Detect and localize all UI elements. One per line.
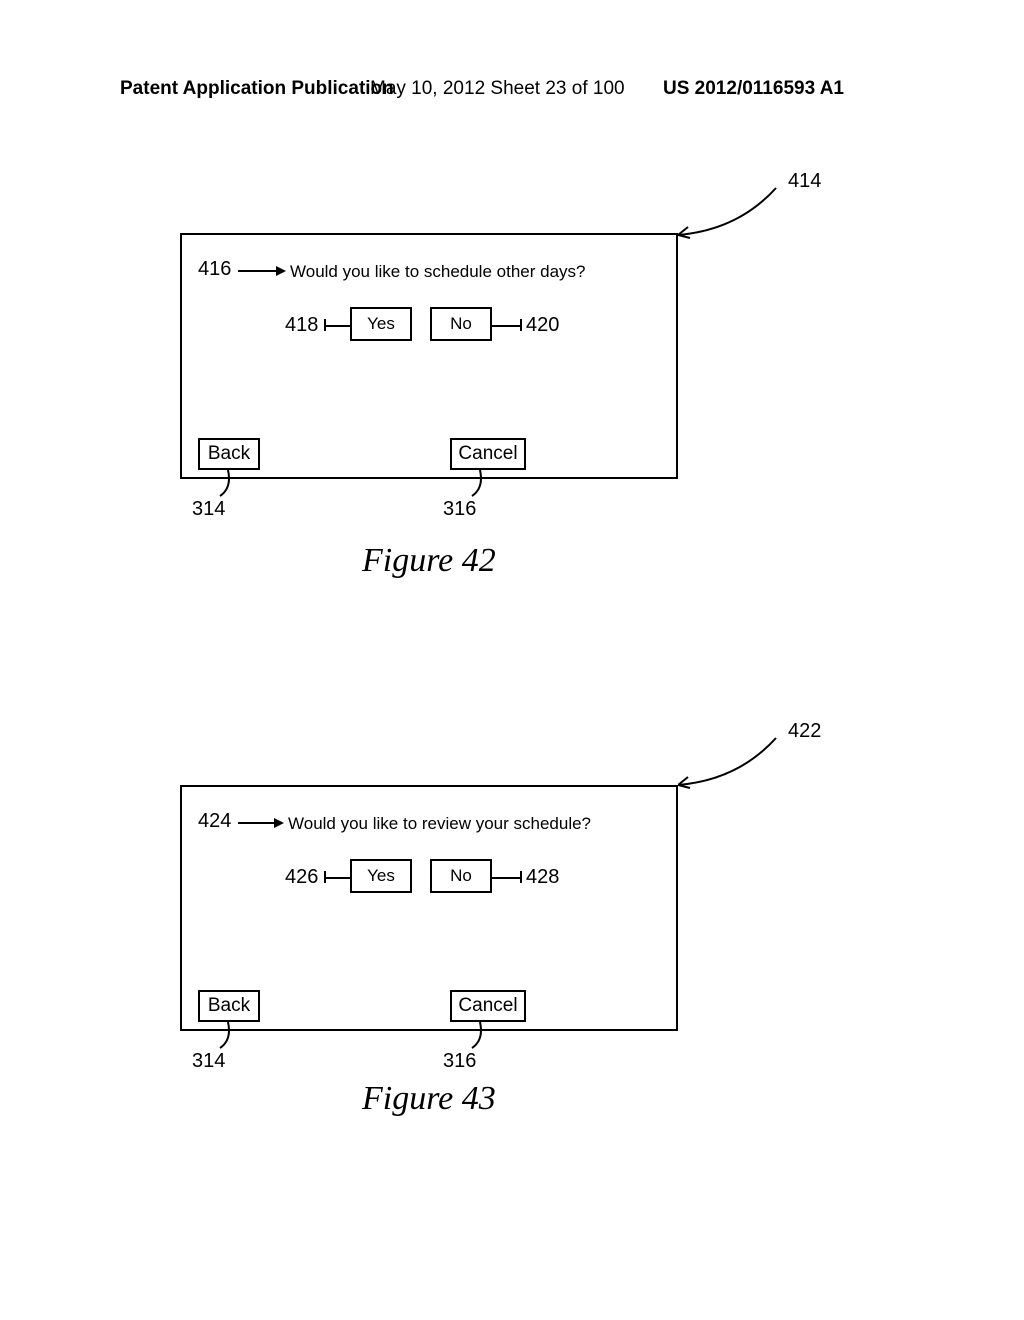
lead-424-arrow — [274, 818, 284, 828]
header-date-sheet: May 10, 2012 Sheet 23 of 100 — [370, 78, 625, 100]
prompt-43: Would you like to review your schedule? — [288, 814, 591, 834]
lead-420-tick — [520, 319, 522, 331]
figure-42-caption: Figure 42 — [362, 542, 496, 580]
header-publication: Patent Application Publication — [120, 78, 394, 100]
ref-418: 418 — [285, 314, 318, 337]
yes-button-43[interactable]: Yes — [350, 859, 412, 893]
lead-316-b — [470, 1022, 494, 1052]
yes-button-42[interactable]: Yes — [350, 307, 412, 341]
ref-420: 420 — [526, 314, 559, 337]
prompt-42: Would you like to schedule other days? — [290, 262, 585, 282]
lead-416-arrow — [276, 266, 286, 276]
lead-428-tick — [520, 871, 522, 883]
ref-316-a: 316 — [443, 498, 476, 521]
lead-416 — [238, 270, 278, 272]
no-button-42[interactable]: No — [430, 307, 492, 341]
yes-label-43: Yes — [367, 866, 395, 886]
ref-416: 416 — [198, 258, 231, 281]
cancel-button-42[interactable]: Cancel — [450, 438, 526, 470]
lead-314-a — [218, 470, 242, 500]
lead-316-a — [470, 470, 494, 500]
ref-428: 428 — [526, 866, 559, 889]
cancel-button-43[interactable]: Cancel — [450, 990, 526, 1022]
ref-422: 422 — [788, 720, 821, 743]
lead-426 — [324, 877, 350, 879]
no-label-42: No — [450, 314, 472, 334]
lead-426-tick — [324, 871, 326, 883]
lead-428 — [492, 877, 522, 879]
lead-314-b — [218, 1022, 242, 1052]
no-button-43[interactable]: No — [430, 859, 492, 893]
lead-420 — [492, 325, 522, 327]
yes-label-42: Yes — [367, 314, 395, 334]
ref-424: 424 — [198, 810, 231, 833]
back-button-43[interactable]: Back — [198, 990, 260, 1022]
back-button-42[interactable]: Back — [198, 438, 260, 470]
lead-418 — [324, 325, 350, 327]
ref-316-b: 316 — [443, 1050, 476, 1073]
lead-424 — [238, 822, 276, 824]
patent-sheet: Patent Application Publication May 10, 2… — [0, 0, 1024, 1320]
back-label-42: Back — [208, 443, 250, 465]
cancel-label-43: Cancel — [458, 995, 517, 1017]
ref-314-a: 314 — [192, 498, 225, 521]
back-label-43: Back — [208, 995, 250, 1017]
header-pub-number: US 2012/0116593 A1 — [663, 78, 844, 100]
figure-43-caption: Figure 43 — [362, 1080, 496, 1118]
lead-422 — [678, 730, 788, 790]
no-label-43: No — [450, 866, 472, 886]
lead-414 — [678, 180, 788, 240]
ref-414: 414 — [788, 170, 821, 193]
ref-314-b: 314 — [192, 1050, 225, 1073]
cancel-label-42: Cancel — [458, 443, 517, 465]
lead-418-tick — [324, 319, 326, 331]
ref-426: 426 — [285, 866, 318, 889]
